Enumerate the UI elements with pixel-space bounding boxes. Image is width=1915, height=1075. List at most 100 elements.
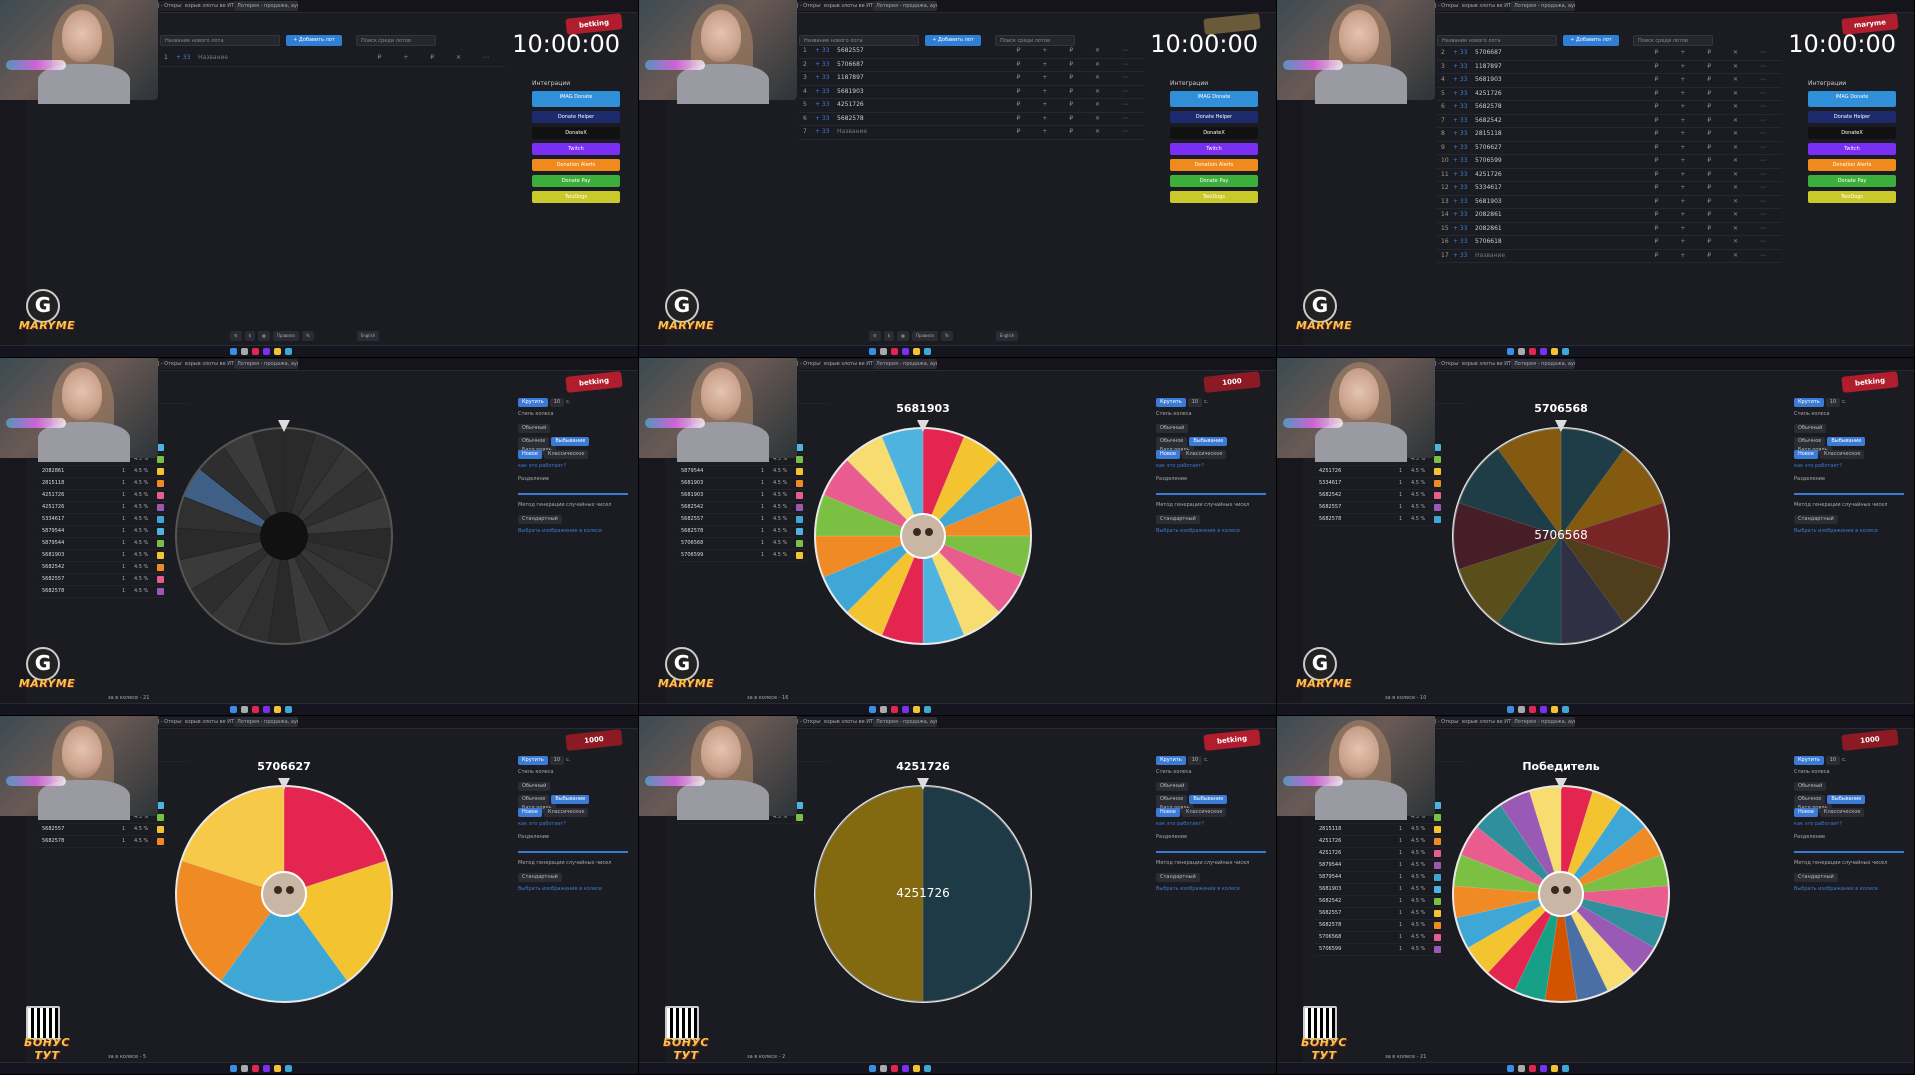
lot-plus[interactable]: + 33 — [1453, 116, 1468, 124]
spin-duration-input[interactable]: 10 — [1187, 756, 1203, 765]
lot-controls[interactable]: ₽ + ₽ ✕ ⋯ — [1016, 101, 1138, 108]
taskbar-app-icon[interactable] — [263, 1065, 270, 1072]
sub-tab[interactable]: Новое — [1156, 450, 1180, 459]
integration-button[interactable]: Donate Helper — [1170, 111, 1258, 123]
participant-color-swatch[interactable] — [157, 468, 164, 475]
lot-name[interactable]: 5706627 — [1475, 143, 1502, 151]
spin-duration-input[interactable]: 10 — [1187, 398, 1203, 407]
lot-plus[interactable]: + 33 — [815, 114, 830, 122]
search-lots-input[interactable]: Поиск среди лотов — [1633, 34, 1713, 46]
participant-row[interactable]: 5706599 1 4.5 % — [1315, 944, 1443, 956]
split-slider[interactable] — [1794, 489, 1904, 499]
participant-row[interactable]: 4251726 1 4.5 % — [1315, 466, 1443, 478]
lot-controls[interactable]: ₽ + ₽ ✕ ⋯ — [1654, 251, 1776, 259]
lot-controls[interactable]: ₽ + ₽ ✕ ⋯ — [1654, 143, 1776, 151]
lot-name[interactable]: 5682578 — [1475, 103, 1502, 110]
taskbar-app-icon[interactable] — [230, 706, 237, 713]
toolbar-button[interactable]: ▦ — [258, 331, 270, 341]
lot-controls[interactable]: ₽ + ₽ ✕ ⋯ — [1654, 76, 1776, 83]
integration-button[interactable]: DonateX — [532, 127, 620, 139]
browser-tab-active[interactable]: Лотерея - продажа, аукцион — [1511, 717, 1575, 727]
participant-row[interactable]: 5682578 1 4.5 % — [1315, 514, 1443, 526]
participant-row[interactable]: 4251726 1 4.5 % — [1315, 848, 1443, 860]
integration-button[interactable]: Donate Helper — [1808, 111, 1896, 123]
lot-row[interactable]: 12 + 33 5334617 ₽ + ₽ ✕ ⋯ — [1437, 181, 1782, 196]
participant-row[interactable]: 5879544 1 4.5 % — [677, 466, 805, 478]
lot-name[interactable]: 5682578 — [837, 114, 864, 122]
taskbar-app-icon[interactable] — [902, 348, 909, 355]
mode-tab[interactable]: Выбывание — [1827, 795, 1866, 804]
rng-select-value[interactable]: Стандартный — [518, 515, 562, 524]
participant-row[interactable]: 5879544 1 4.5 % — [38, 538, 166, 550]
mode-tab[interactable]: Обычное — [1794, 795, 1826, 804]
lot-name[interactable]: 4251726 — [837, 101, 864, 108]
participant-color-swatch[interactable] — [796, 814, 803, 821]
toolbar-button[interactable]: ⚙ — [869, 331, 881, 341]
lot-row[interactable]: 6 + 33 5682578 ₽ + ₽ ✕ ⋯ — [799, 112, 1144, 126]
toolbar-button[interactable]: ⚙ — [230, 331, 242, 341]
lot-row[interactable]: 1 + 33 Название ₽ + ₽ ✕ ⋯ — [160, 50, 505, 67]
lot-name[interactable]: 5682542 — [1475, 116, 1502, 124]
style-select[interactable]: Обычный — [1794, 424, 1904, 434]
style-select-value[interactable]: Обычный — [518, 782, 551, 791]
rng-select[interactable]: Стандартный — [1794, 873, 1904, 883]
participant-color-swatch[interactable] — [796, 528, 803, 535]
lot-plus[interactable]: + 33 — [1453, 238, 1468, 245]
integration-button[interactable]: Twitch — [1170, 143, 1258, 155]
browser-tab[interactable]: взрыв злоты ве ИТ - Поиск в — [821, 359, 875, 369]
participant-row[interactable]: 4251726 1 4.5 % — [38, 502, 166, 514]
taskbar-app-icon[interactable] — [285, 706, 292, 713]
taskbar-app-icon[interactable] — [924, 348, 931, 355]
how-it-works-link[interactable]: как это работает? — [518, 463, 566, 469]
participant-color-swatch[interactable] — [157, 802, 164, 809]
participant-row[interactable]: 5706599 1 4.5 % — [677, 550, 805, 562]
lot-row[interactable]: 4 + 33 5681903 ₽ + ₽ ✕ ⋯ — [1437, 73, 1782, 88]
mode-tab[interactable]: Выбывание — [1827, 437, 1866, 446]
participant-row[interactable]: 4251726 1 4.5 % — [1315, 836, 1443, 848]
lot-controls[interactable]: ₽ + ₽ ✕ ⋯ — [1654, 211, 1776, 218]
style-select[interactable]: Обычный — [1794, 782, 1904, 792]
taskbar-app-icon[interactable] — [1507, 1065, 1514, 1072]
lot-row[interactable]: 5 + 33 4251726 ₽ + ₽ ✕ ⋯ — [1437, 87, 1782, 101]
participant-color-swatch[interactable] — [796, 802, 803, 809]
taskbar-app-icon[interactable] — [1518, 1065, 1525, 1072]
participant-color-swatch[interactable] — [1434, 946, 1441, 953]
lot-controls[interactable]: ₽ + ₽ ✕ ⋯ — [1654, 238, 1776, 245]
taskbar-app-icon[interactable] — [1507, 348, 1514, 355]
taskbar-app-icon[interactable] — [902, 706, 909, 713]
sub-tab[interactable]: Классическое — [543, 450, 589, 459]
participant-color-swatch[interactable] — [796, 552, 803, 559]
lot-row[interactable]: 15 + 33 2082861 ₽ + ₽ ✕ ⋯ — [1437, 222, 1782, 236]
spin-button[interactable]: Крутить — [1156, 756, 1186, 765]
lot-controls[interactable]: ₽ + ₽ ✕ ⋯ — [1654, 184, 1776, 191]
lot-controls[interactable]: ₽ + ₽ ✕ ⋯ — [1016, 74, 1138, 81]
lot-name[interactable]: 5706687 — [837, 60, 864, 68]
lot-row[interactable]: 13 + 33 5681903 ₽ + ₽ ✕ ⋯ — [1437, 195, 1782, 209]
lot-plus[interactable]: + 33 — [1453, 251, 1468, 259]
taskbar-app-icon[interactable] — [241, 348, 248, 355]
browser-tab-active[interactable]: Лотерея - продажа, аукцион — [873, 1, 937, 11]
lot-plus[interactable]: + 33 — [1453, 224, 1468, 232]
participant-row[interactable]: 5681903 1 4.5 % — [38, 550, 166, 562]
taskbar-app-icon[interactable] — [1562, 706, 1569, 713]
participant-color-swatch[interactable] — [1434, 480, 1441, 487]
lot-plus[interactable]: + 33 — [1453, 184, 1468, 191]
taskbar-app-icon[interactable] — [252, 706, 259, 713]
lot-row[interactable]: 9 + 33 5706627 ₽ + ₽ ✕ ⋯ — [1437, 141, 1782, 155]
lot-plus[interactable]: + 33 — [815, 60, 830, 68]
choose-image-link[interactable]: Выбрать изображение в колесе — [518, 528, 602, 534]
lot-name[interactable]: 5334617 — [1475, 184, 1502, 191]
integration-button[interactable]: TwoDogs — [1170, 191, 1258, 203]
lot-name[interactable]: 2815118 — [1475, 130, 1502, 137]
rng-select-value[interactable]: Стандартный — [1794, 873, 1838, 882]
sub-tab[interactable]: Новое — [1156, 808, 1180, 817]
participant-row[interactable]: 5682578 1 4.5 % — [1315, 920, 1443, 932]
participant-color-swatch[interactable] — [796, 480, 803, 487]
taskbar-app-icon[interactable] — [1551, 348, 1558, 355]
taskbar-app-icon[interactable] — [880, 1065, 887, 1072]
participant-color-swatch[interactable] — [157, 576, 164, 583]
lot-name[interactable]: 2082861 — [1475, 211, 1502, 218]
integration-button[interactable]: Donate Pay — [1808, 175, 1896, 187]
toolbar-button[interactable]: $ — [244, 331, 256, 341]
spin-duration-input[interactable]: 10 — [1825, 756, 1841, 765]
